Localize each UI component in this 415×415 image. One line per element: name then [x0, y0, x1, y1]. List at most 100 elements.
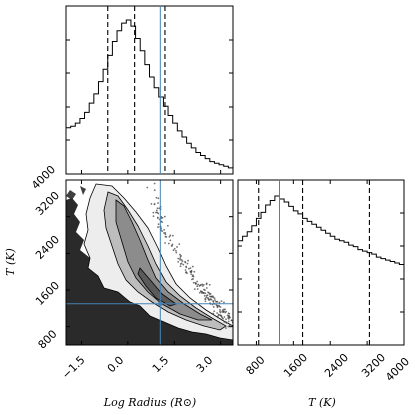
scatter-point [157, 226, 159, 228]
scatter-point [225, 327, 227, 329]
scatter-point [207, 291, 209, 294]
scatter-point [190, 273, 193, 276]
contour-level-core [137, 267, 177, 307]
x-tick-label: 3.0 [194, 354, 216, 376]
contour-outer-dark-noise [66, 186, 100, 262]
scatter-point [210, 295, 213, 298]
scatter-point [153, 182, 156, 185]
scatter-point [202, 292, 205, 294]
scatter-point [189, 267, 192, 270]
scatter-point [219, 311, 222, 314]
x-tick-label: 2400 [322, 351, 351, 380]
scatter-point [179, 258, 182, 261]
y-tick-label: 2400 [33, 233, 62, 262]
contour-outer-dark [66, 198, 233, 345]
scatter-point [157, 212, 160, 215]
scatter-point [184, 269, 187, 271]
scatter-point [203, 294, 206, 297]
scatter-point [210, 298, 213, 301]
scatter-point [222, 310, 225, 313]
scatter-point [192, 278, 194, 280]
scatter-point [227, 316, 229, 319]
scatter-point [194, 282, 197, 284]
scatter-point [176, 246, 178, 248]
scatter-point [184, 260, 187, 263]
scatter-point [153, 203, 156, 205]
scatter-point [225, 318, 227, 321]
scatter-point [193, 270, 196, 273]
scatter-points [146, 182, 233, 329]
scatter-point [224, 308, 227, 311]
scatter-point [209, 292, 212, 295]
scatter-point [175, 249, 177, 252]
quantile-lines-log-radius [107, 6, 166, 174]
scatter-point [205, 287, 208, 289]
scatter-point [180, 254, 182, 257]
scatter-point [156, 207, 159, 210]
scatter-point [187, 259, 189, 262]
scatter-point [218, 301, 221, 304]
y-tick-labels-T: 800 1600 2400 3200 4000 [29, 163, 62, 352]
scatter-point [205, 296, 208, 299]
scatter-point [228, 314, 230, 317]
scatter-point [218, 314, 220, 316]
scatter-point [191, 265, 194, 268]
frame-marginal-T [237, 179, 405, 346]
scatter-point [185, 266, 188, 269]
y-tick-label: 800 [36, 328, 60, 352]
scatter-point [219, 306, 222, 308]
frame-joint [65, 179, 234, 346]
scatter-point [227, 325, 230, 328]
scatter-point [225, 310, 228, 313]
scatter-point [202, 284, 205, 286]
scatter-point [182, 263, 185, 266]
scatter-point [156, 217, 159, 219]
scatter-point [212, 300, 214, 302]
scatter-point [216, 306, 219, 309]
scatter-point [179, 257, 181, 260]
scatter-point [175, 251, 178, 254]
scatter-point [181, 260, 184, 263]
scatter-point [213, 297, 216, 299]
scatter-point [206, 297, 209, 299]
scatter-point [204, 300, 207, 303]
scatter-point [188, 267, 190, 270]
x-tick-label: 4000 [383, 355, 412, 384]
x-tick-labels-T: 800 1600 2400 3200 4000 [244, 351, 413, 384]
scatter-point [204, 292, 207, 295]
scatter-point [153, 189, 156, 192]
x-axis-label-T: T (K) [308, 396, 336, 409]
scatter-point [186, 262, 189, 265]
scatter-point [179, 253, 181, 256]
scatter-point [213, 310, 216, 313]
truth-lines-joint [66, 180, 233, 345]
scatter-point [161, 216, 164, 219]
scatter-point [171, 244, 173, 247]
scatter-point [177, 260, 180, 263]
scatter-point [230, 319, 233, 322]
scatter-point [229, 316, 231, 319]
scatter-point [214, 299, 216, 301]
scatter-point [190, 271, 193, 273]
scatter-point [198, 291, 201, 294]
scatter-point [219, 308, 221, 311]
scatter-point [172, 249, 175, 252]
scatter-point [222, 317, 225, 320]
scatter-point [223, 316, 226, 318]
scatter-point [220, 300, 223, 303]
scatter-point [223, 321, 226, 323]
scatter-point [157, 202, 159, 204]
scatter-point [225, 322, 228, 324]
scatter-point [186, 272, 188, 275]
frame-marginal-log-radius [65, 5, 234, 175]
scatter-point [205, 294, 208, 297]
panel-marginal-log-radius [65, 5, 234, 175]
scatter-point [203, 288, 205, 291]
scatter-point [168, 235, 171, 238]
contour-level-mid [103, 191, 227, 331]
panel-marginal-T [237, 179, 405, 346]
scatter-point [146, 186, 149, 189]
scatter-point [219, 314, 222, 317]
scatter-point [152, 215, 155, 218]
scatter-point [155, 211, 157, 214]
